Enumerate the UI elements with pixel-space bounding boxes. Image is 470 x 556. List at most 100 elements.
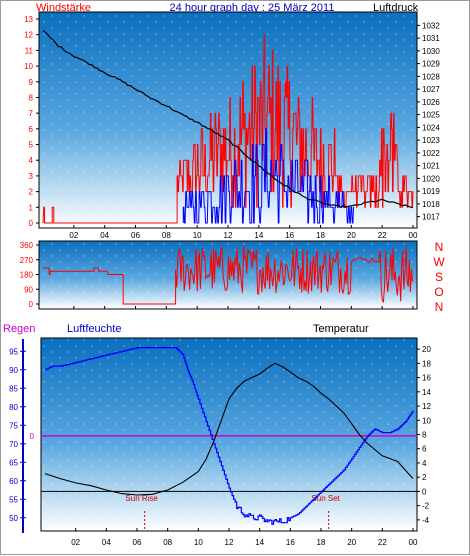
humidity-tick-label: 90: [9, 366, 18, 375]
humidity-tick-label: 70: [9, 440, 18, 449]
temperature-tick-label: 20: [422, 345, 431, 354]
wind-tick-label: 0: [29, 219, 34, 228]
temperature-tick-label: 2: [422, 473, 427, 482]
temperature-tick-label: -4: [422, 516, 430, 525]
temperature-tick-label: 16: [422, 374, 431, 383]
x-tick-label: 22: [378, 538, 387, 547]
direction-tick-label: 360: [20, 241, 34, 250]
x-tick-label: 10: [193, 231, 202, 240]
x-tick-label: 08: [162, 231, 171, 240]
temperature-series: [44, 362, 414, 496]
compass-label: W: [433, 255, 445, 269]
compass-label: N: [435, 240, 444, 254]
direction-tick-label: 180: [20, 271, 34, 280]
wind-tick-label: 7: [29, 109, 34, 118]
compass-label: N: [435, 300, 444, 314]
x-tick-label: 16: [286, 538, 295, 547]
pressure-tick-label: 1025: [422, 111, 440, 120]
pressure-tick-label: 1019: [422, 187, 440, 196]
wind-direction-series: [43, 246, 413, 305]
wind-tick-label: 11: [25, 46, 34, 55]
pressure-tick-label: 1024: [422, 123, 440, 132]
wind-gust-series: [182, 128, 355, 224]
x-tick-label: 00: [409, 538, 418, 547]
wind-tick-label: 2: [29, 188, 34, 197]
temperature-tick-label: 18: [422, 359, 431, 368]
temperature-tick-label: 14: [422, 388, 431, 397]
x-tick-label: 08: [163, 538, 172, 547]
wind-tick-label: 1: [29, 203, 34, 212]
humidity-tick-label: 85: [9, 384, 18, 393]
wind-tick-label: 9: [29, 78, 34, 87]
direction-tick-label: 90: [24, 285, 33, 294]
wind-tick-label: 3: [29, 172, 34, 181]
humidity-temperature-panel: [40, 337, 418, 532]
x-tick-label: 10: [194, 538, 203, 547]
pressure-tick-label: 1021: [422, 162, 440, 171]
wind-tick-label: 8: [29, 93, 34, 102]
x-tick-label: 20: [347, 538, 356, 547]
pressure-tick-label: 1020: [422, 174, 440, 183]
x-tick-label: 04: [102, 538, 111, 547]
sunset-label: Sun Set: [311, 494, 340, 503]
compass-label: O: [434, 285, 443, 299]
x-tick-label: 18: [316, 231, 325, 240]
sunrise-label: Sun Rise: [125, 494, 158, 503]
x-tick-label: 06: [131, 231, 140, 240]
x-tick-label: 16: [285, 231, 294, 240]
wind-strength-label: Windstärke: [36, 2, 91, 14]
wind-tick-label: 6: [29, 125, 34, 134]
pressure-tick-label: 1031: [422, 34, 440, 43]
x-tick-label: 22: [378, 231, 387, 240]
pressure-tick-label: 1023: [422, 136, 440, 145]
pressure-tick-label: 1022: [422, 149, 440, 158]
x-tick-label: 04: [100, 231, 109, 240]
compass-label: S: [435, 270, 443, 284]
x-tick-label: 18: [317, 538, 326, 547]
x-tick-label: 12: [224, 231, 233, 240]
humidity-tick-label: 50: [9, 514, 18, 523]
wind-tick-label: 10: [24, 62, 33, 71]
x-tick-label: 20: [347, 231, 356, 240]
humidity-tick-label: 60: [9, 477, 18, 486]
pressure-tick-label: 1029: [422, 60, 440, 69]
x-tick-label: 00: [409, 231, 418, 240]
x-tick-label: 02: [71, 538, 80, 547]
temperature-tick-label: 0: [422, 487, 427, 496]
humidity-tick-label: 55: [9, 495, 18, 504]
temperature-tick-label: 4: [422, 459, 427, 468]
direction-tick-label: 0: [29, 300, 34, 309]
chart-title: 24 hour graph day : 25 März 2011: [170, 2, 335, 14]
pressure-tick-label: 1028: [422, 72, 440, 81]
wind-pressure-panel: [38, 11, 418, 229]
pressure-label: Luftdruck: [373, 2, 419, 14]
temperature-tick-label: 10: [422, 416, 431, 425]
humidity-series: [45, 347, 414, 525]
temperature-tick-label: 6: [422, 445, 427, 454]
wind-tick-label: 13: [24, 15, 33, 24]
pressure-tick-label: 1027: [422, 85, 440, 94]
wind-tick-label: 5: [29, 141, 34, 150]
x-tick-label: 14: [254, 231, 263, 240]
pressure-tick-label: 1017: [422, 213, 440, 222]
x-tick-label: 12: [225, 538, 234, 547]
humidity-tick-label: 80: [9, 403, 18, 412]
temperature-tick-label: -2: [422, 502, 430, 511]
pressure-tick-label: 1026: [422, 98, 440, 107]
wind-speed-series: [42, 34, 414, 224]
temperature-tick-label: 8: [422, 431, 427, 440]
x-tick-label: 14: [255, 538, 264, 547]
humidity-tick-label: 65: [9, 458, 18, 467]
temperature-label: Temperatur: [313, 323, 369, 335]
humidity-tick-label: 75: [9, 421, 18, 430]
wind-tick-label: 12: [24, 31, 33, 40]
rain-label: Regen: [3, 323, 35, 335]
pressure-tick-label: 1030: [422, 47, 440, 56]
humidity-label: Luftfeuchte: [67, 323, 121, 335]
pressure-series: [42, 30, 414, 209]
direction-tick-label: 270: [20, 256, 34, 265]
rain-value-label: 0: [30, 432, 35, 441]
temperature-tick-label: 12: [422, 402, 431, 411]
x-tick-label: 06: [133, 538, 142, 547]
